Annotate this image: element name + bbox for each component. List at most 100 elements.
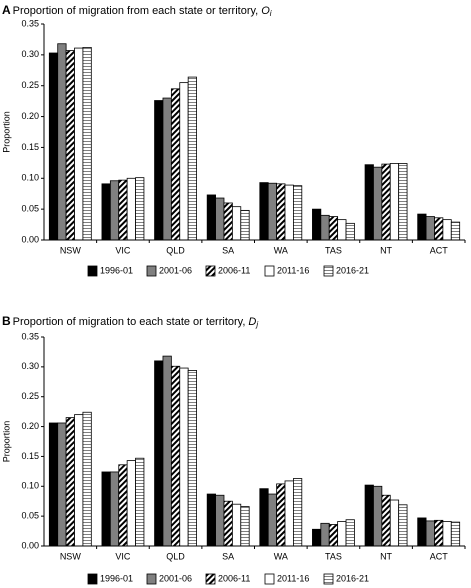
y-tick-label: 0.30	[21, 361, 39, 371]
legend-swatch	[146, 573, 157, 585]
bar	[442, 521, 452, 547]
bar	[284, 480, 294, 547]
y-tick-label: 0.20	[21, 111, 39, 121]
bar	[231, 503, 242, 547]
bar	[154, 100, 164, 241]
legend-swatch	[323, 573, 334, 585]
bar	[101, 183, 111, 241]
title-text: Proportion of migration to each state or…	[13, 316, 246, 328]
bar	[259, 182, 269, 241]
x-tick-label: QLD	[166, 245, 185, 255]
bar	[284, 184, 294, 241]
y-tick-label: 0.00	[21, 234, 39, 244]
legend-swatch	[87, 573, 98, 585]
bar	[267, 182, 278, 241]
bar	[293, 478, 303, 547]
x-tick-label: WA	[274, 245, 288, 255]
x-tick-label: ACT	[430, 245, 449, 255]
legend-label: 1996-01	[100, 265, 133, 275]
y-axis-label: Proportion	[1, 421, 11, 463]
x-tick-label: SA	[222, 551, 234, 561]
bar	[231, 206, 242, 241]
bar	[398, 163, 408, 241]
bar	[373, 485, 383, 547]
bar	[328, 216, 339, 241]
bar	[425, 216, 435, 241]
y-tick-label: 0.15	[21, 142, 39, 152]
y-tick-label: 0.10	[21, 481, 39, 491]
bar	[345, 519, 355, 547]
legend-swatch	[323, 265, 334, 277]
x-tick-label: NT	[380, 551, 392, 561]
bar	[381, 494, 391, 547]
title-text: Proportion of migration from each state …	[13, 5, 259, 17]
bar	[398, 504, 408, 547]
bar	[65, 417, 75, 547]
x-tick-label: NT	[380, 245, 392, 255]
x-tick-label: TAS	[325, 245, 342, 255]
y-tick-label: 0.20	[21, 421, 39, 431]
x-tick-label: VIC	[115, 245, 131, 255]
x-tick-label: TAS	[325, 551, 342, 561]
legend-label: 1996-01	[100, 573, 133, 583]
bar	[417, 517, 427, 547]
bar	[276, 183, 286, 241]
legend-label: 2016-21	[336, 573, 369, 583]
y-tick-label: 0.10	[21, 173, 39, 183]
bar	[337, 521, 347, 547]
bar	[364, 164, 374, 241]
bar	[417, 213, 427, 241]
legend-swatch	[264, 573, 275, 585]
bar	[135, 457, 145, 547]
bar	[118, 179, 128, 241]
bar	[179, 367, 189, 547]
bar	[187, 370, 197, 547]
bar	[154, 360, 164, 547]
legend-swatch	[205, 265, 216, 277]
bar	[82, 411, 92, 547]
y-tick-label: 0.00	[21, 540, 39, 550]
bar	[74, 414, 84, 547]
chart-title: A Proportion of migration from each state…	[2, 3, 272, 18]
legend-label: 2001-06	[159, 265, 192, 275]
bar	[434, 519, 444, 547]
bar	[109, 180, 120, 241]
bar	[389, 163, 400, 241]
legend-label: 2006-11	[218, 265, 250, 275]
x-tick-label: SA	[222, 245, 234, 255]
bar	[109, 471, 120, 547]
panel-label: A	[2, 3, 11, 17]
y-tick-label: 0.25	[21, 80, 39, 90]
bar	[170, 88, 181, 241]
bar	[240, 209, 250, 241]
legend-swatch	[264, 265, 275, 277]
bar	[101, 471, 111, 547]
title-subscript: i	[270, 9, 272, 18]
bar	[48, 422, 59, 547]
bar	[223, 500, 233, 547]
bar	[65, 50, 75, 241]
bar	[179, 82, 189, 241]
bar	[345, 222, 355, 241]
bar	[82, 47, 92, 241]
x-tick-label: NSW	[60, 551, 82, 561]
x-tick-label: WA	[274, 551, 288, 561]
x-tick-label: NSW	[60, 245, 82, 255]
bar	[57, 422, 67, 547]
bar	[126, 460, 136, 547]
bar	[320, 522, 330, 547]
bar	[135, 177, 145, 241]
bar	[259, 488, 269, 547]
y-tick-label: 0.30	[21, 49, 39, 59]
bar	[118, 464, 128, 547]
bar	[312, 528, 322, 547]
bar	[381, 163, 391, 241]
bar	[320, 214, 330, 241]
bar	[206, 493, 216, 547]
bar	[293, 185, 303, 241]
y-tick-label: 0.35	[21, 18, 39, 28]
bar	[187, 76, 197, 241]
panel-label: B	[2, 314, 11, 328]
bar	[442, 219, 452, 241]
